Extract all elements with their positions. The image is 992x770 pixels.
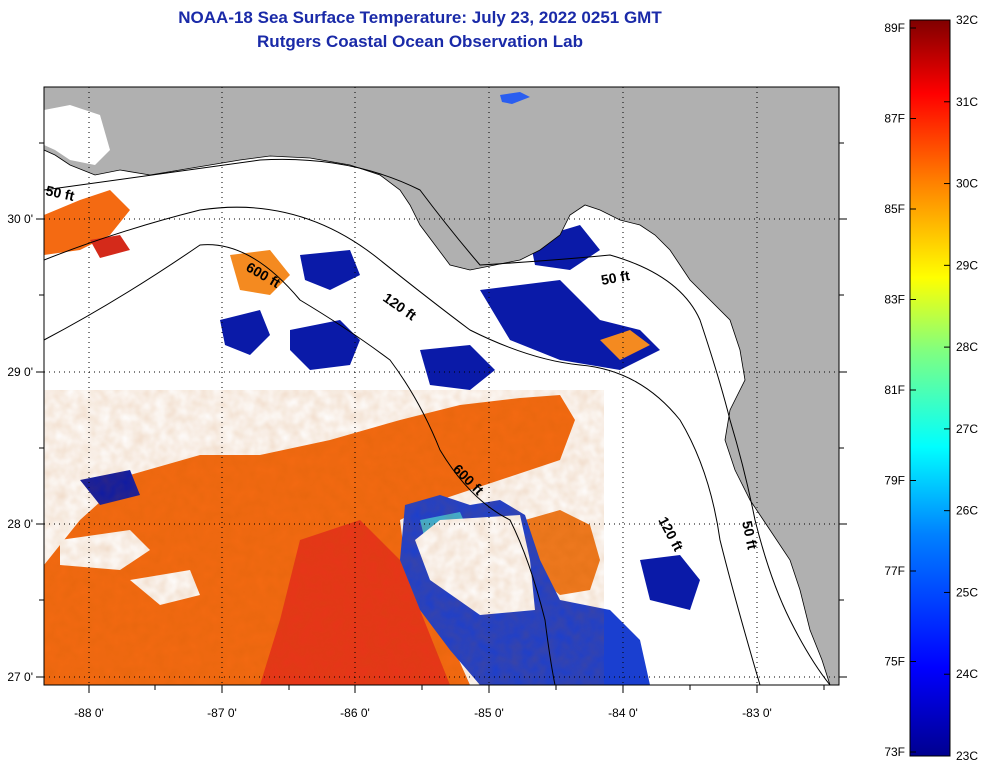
- colorbar-celsius-label: 25C: [956, 585, 978, 599]
- axis-ticks: [36, 142, 847, 693]
- colorbar-fahrenheit-label: 79F: [884, 474, 905, 488]
- colorbar-fahrenheit-label: 81F: [884, 383, 905, 397]
- sst-cool-patch-6: [220, 310, 270, 355]
- colorbar-celsius-label: 30C: [956, 177, 978, 191]
- colorbar-celsius-label: 24C: [956, 667, 978, 681]
- sst-nw-coastal: [44, 190, 130, 255]
- colorbar-celsius-label: 28C: [956, 340, 978, 354]
- contour-label-50ft-west: 50 ft: [44, 182, 76, 204]
- lat-label: 27 0': [7, 670, 33, 684]
- colorbar-celsius-label: 32C: [956, 13, 978, 27]
- colorbar-fahrenheit-label: 87F: [884, 112, 905, 126]
- colorbar-fahrenheit-label: 89F: [884, 21, 905, 35]
- lake-patch: [500, 92, 530, 104]
- colorbar-ticks: [910, 19, 950, 757]
- map-subtitle: Rutgers Coastal Ocean Observation Lab: [257, 32, 583, 51]
- colorbar-celsius-label: 27C: [956, 422, 978, 436]
- colorbar-fahrenheit-label: 77F: [884, 564, 905, 578]
- sst-big-bend-orange: [600, 330, 650, 360]
- colorbar-fahrenheit-label: 75F: [884, 655, 905, 669]
- lon-label: -84 0': [608, 706, 638, 720]
- contour-600ft: [44, 244, 556, 685]
- lat-label: 29 0': [7, 365, 33, 379]
- sst-nw-red: [90, 235, 130, 258]
- lon-label: -83 0': [742, 706, 772, 720]
- map-title: NOAA-18 Sea Surface Temperature: July 23…: [178, 8, 662, 27]
- lon-label: -87 0': [207, 706, 237, 720]
- contour-50ft: [44, 158, 831, 685]
- sst-cool-patch-2: [420, 345, 495, 390]
- colorbar-celsius-label: 26C: [956, 504, 978, 518]
- nearshore-nw: [44, 105, 110, 165]
- colorbar-celsius-label: 29C: [956, 258, 978, 272]
- colorbar-fahrenheit-label: 83F: [884, 293, 905, 307]
- contour-label-50ft-bigbend: 50 ft: [600, 267, 631, 288]
- colorbar-celsius-label: 23C: [956, 749, 978, 763]
- land-florida: [44, 87, 839, 685]
- colorbar-fahrenheit-label: 73F: [884, 745, 905, 759]
- contour-label-50ft-south: 50 ft: [739, 519, 761, 551]
- sst-texture: [44, 390, 604, 685]
- sst-cool-patch-8: [640, 555, 700, 610]
- colorbar-gradient: [909, 19, 951, 757]
- sst-mid-orange: [230, 250, 290, 295]
- sst-cool-patch-1: [290, 320, 360, 370]
- lat-label: 28 0': [7, 517, 33, 531]
- lon-label: -86 0': [340, 706, 370, 720]
- lon-label: -85 0': [474, 706, 504, 720]
- lat-label: 30 0': [7, 212, 33, 226]
- colorbar-celsius-label: 31C: [956, 95, 978, 109]
- colorbar-fahrenheit-label: 85F: [884, 202, 905, 216]
- contour-120ft: [44, 206, 761, 685]
- map-frame: [43, 86, 840, 686]
- lon-label: -88 0': [74, 706, 104, 720]
- sst-cool-patch-5: [300, 250, 360, 290]
